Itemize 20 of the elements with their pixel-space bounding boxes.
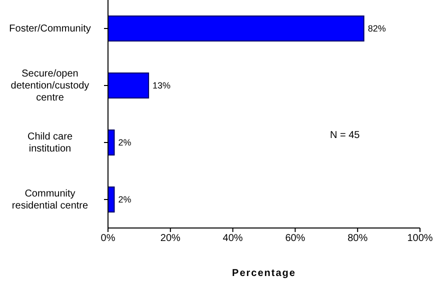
x-axis-title: Percentage [232,268,296,279]
x-tick-label: 40% [222,233,243,244]
x-tick-label: 0% [100,233,116,244]
y-tick-label: Secure/open detention/custody centre [10,68,90,103]
y-tick-label: Foster/Community [9,23,91,34]
bar [108,15,364,42]
data-label: 2% [118,137,132,148]
x-tick-label: 20% [160,233,181,244]
annotation: N = 45 [330,130,360,141]
x-tick-label: 80% [348,233,368,244]
data-label: 82% [368,23,386,34]
data-label: 2% [118,194,132,204]
data-label: 13% [152,80,171,90]
y-tick-label: Community residential centre [12,188,89,211]
y-tick-label: Child care institution [27,131,73,154]
bar [108,72,150,98]
x-tick-label: 60% [285,233,306,244]
x-tick-label: 100% [407,233,433,244]
bar [108,186,115,212]
bar [108,129,115,156]
